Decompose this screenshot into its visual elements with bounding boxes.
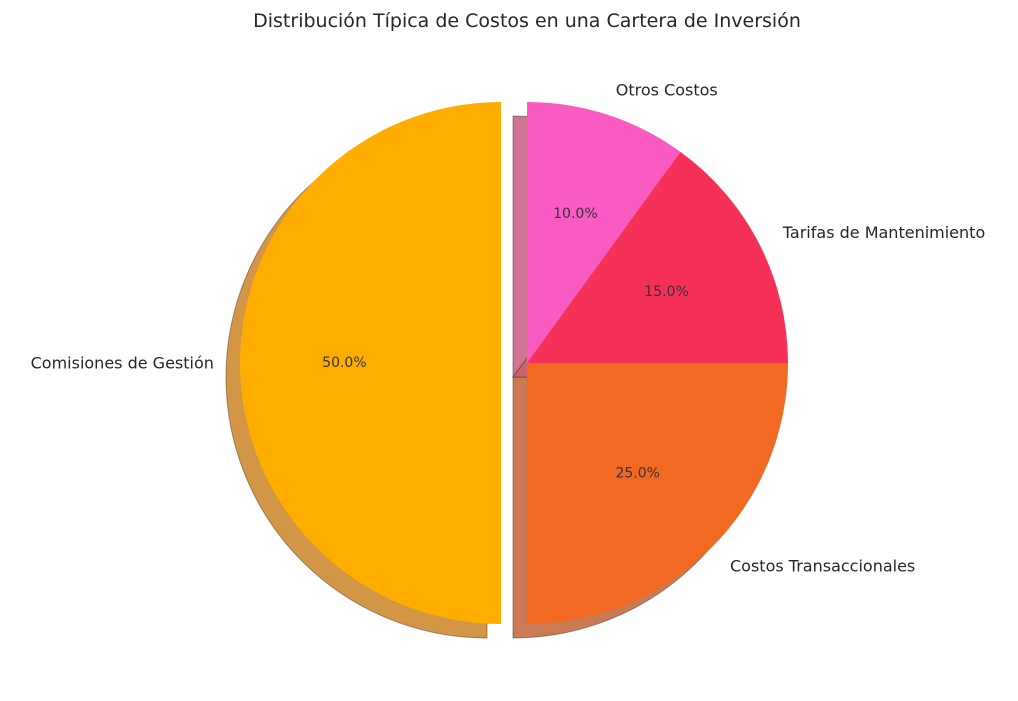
pie-slice-comisiones-de-gestion — [240, 102, 501, 624]
slice-label-otros-costos: Otros Costos — [616, 80, 718, 99]
slice-label-costos-transaccionales: Costos Transaccionales — [730, 557, 915, 576]
chart-title: Distribución Típica de Costos en una Car… — [253, 10, 801, 32]
pie-slice-costos-transaccionales — [527, 363, 788, 624]
pie-slice-tarifas-de-mantenimiento — [527, 151, 788, 363]
pct-label-costos-transaccionales: 25.0% — [615, 466, 659, 482]
slice-label-comisiones-de-gestion: Comisiones de Gestión — [31, 354, 214, 373]
label-layer: Comisiones de Gestión 50.0% Costos Transac… — [31, 80, 986, 575]
slice-label-tarifas-de-mantenimiento: Tarifas de Mantenimiento — [782, 223, 985, 242]
pct-label-tarifas-de-mantenimiento: 15.0% — [644, 284, 688, 300]
pct-label-otros-costos: 10.0% — [553, 206, 597, 222]
pie-slice-otros-costos — [527, 102, 681, 363]
pct-label-comisiones-de-gestion: 50.0% — [322, 355, 366, 371]
slice-layer — [240, 102, 788, 624]
